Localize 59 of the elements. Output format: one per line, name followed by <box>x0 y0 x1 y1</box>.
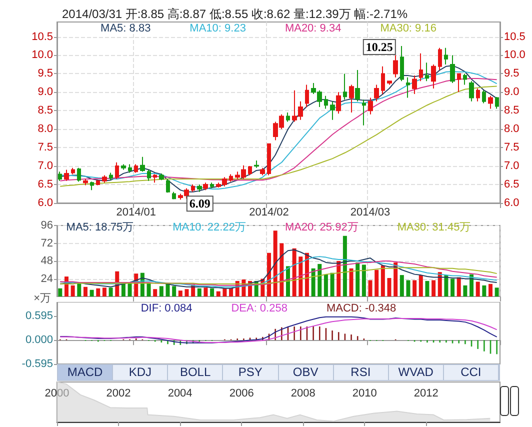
y-tick-label: 96 <box>40 220 53 232</box>
y-tick-label: 6.0 <box>38 197 53 209</box>
text: CCI <box>444 365 499 380</box>
text: MA10: 9.23 <box>190 22 246 34</box>
y2-tick-label: 8.5 <box>504 104 520 117</box>
y-tick-label: 10.5 <box>32 30 53 43</box>
y-tick-label: 24 <box>40 272 53 285</box>
y2-tick-label: 7.0 <box>504 160 520 172</box>
text: BOLL <box>168 365 224 380</box>
y2-tick-label: 9.0 <box>504 86 520 98</box>
y-tick-label: 72 <box>40 237 53 250</box>
text: OBV <box>278 365 334 380</box>
text: MA5: 18.75万 <box>66 222 134 234</box>
y-tick-label: 10.0 <box>32 49 53 62</box>
y-tick-label: 8.5 <box>38 104 53 117</box>
series-label: DEA: 0.258 <box>231 302 288 314</box>
y-tick-label: 9.5 <box>38 68 53 80</box>
text: MA5: 8.83 <box>100 22 151 34</box>
text: MA10: 22.22万 <box>172 222 246 234</box>
x-tick-label: 2014/03 <box>350 206 390 218</box>
y-tick-label: 0.000 <box>25 334 53 346</box>
y2-tick-label: 6.0 <box>504 197 520 209</box>
y-tick-label: 0.595 <box>25 310 53 322</box>
y2-tick-label: 7.5 <box>504 142 520 154</box>
text: MA20: 9.34 <box>284 22 342 34</box>
y-tick-label: 7.0 <box>38 160 53 172</box>
series-label: MACD: -0.348 <box>326 302 396 314</box>
x-tick-label: 2012 <box>414 388 438 400</box>
x-tick-label: 2006 <box>229 388 254 400</box>
y-tick-label: 6.5 <box>38 178 53 191</box>
y-tick-label: -0.595 <box>22 358 53 370</box>
annotation: 6.09 <box>189 196 210 211</box>
y-tick-label: 48 <box>40 255 53 267</box>
text: KDJ <box>113 365 168 380</box>
x-tick-label: 2010 <box>352 388 377 400</box>
x-tick-label: 2014/01 <box>116 206 156 218</box>
y2-tick-label: 10.5 <box>504 30 526 43</box>
x-tick-label: 2008 <box>290 388 316 400</box>
x-tick-label: 2002 <box>106 388 131 400</box>
text: MA20: 25.92万 <box>284 222 358 234</box>
text: MA30: 31.45万 <box>397 222 471 234</box>
y-tick-label: 8.0 <box>38 123 53 136</box>
chart-title: 2014/03/31 开:8.85 高:8.87 低:8.55 收:8.62 量:12.39万 幅:-2.71% <box>62 7 408 21</box>
y2-tick-label: 10.0 <box>504 49 526 62</box>
text: WVAD <box>388 365 444 380</box>
y2-tick-label: 6.5 <box>504 178 520 191</box>
text: PSY <box>223 365 278 380</box>
x-tick-label: 2014/02 <box>249 206 289 218</box>
y2-tick-label: 8.0 <box>504 123 520 136</box>
y-tick-label: 9.0 <box>38 86 53 98</box>
text: RSI <box>334 365 389 380</box>
x-tick-label: 2004 <box>168 388 192 400</box>
text: MACD <box>58 365 114 380</box>
text: MA30: 9.16 <box>380 22 436 34</box>
annotation: 10.25 <box>366 40 393 54</box>
y2-tick-label: 9.5 <box>504 68 520 80</box>
y-axis-title: ×万 <box>34 292 51 304</box>
text: DIF: 0.084 <box>140 302 192 314</box>
y-tick-label: 7.5 <box>38 142 53 154</box>
